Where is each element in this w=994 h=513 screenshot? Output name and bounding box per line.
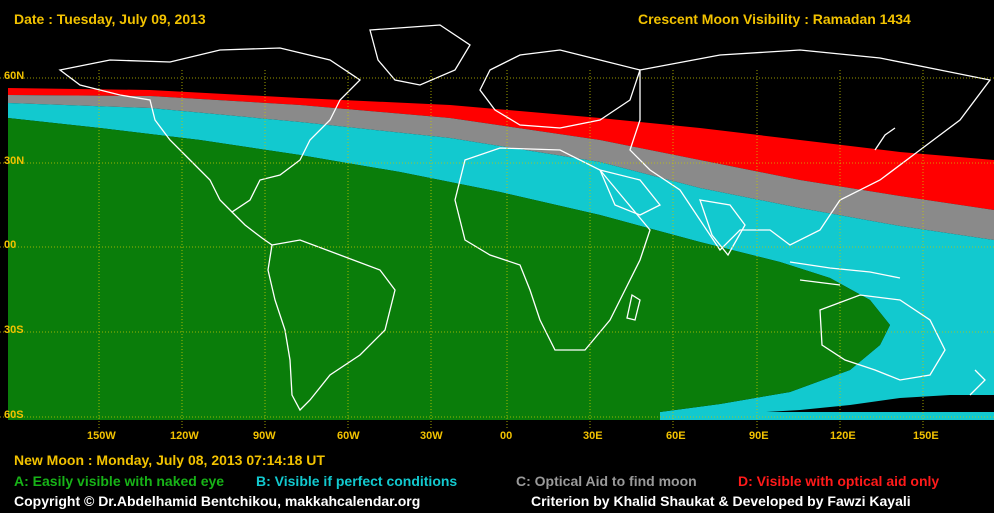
coastlines — [58, 24, 992, 412]
lon-label-60w: 60W — [337, 430, 360, 442]
india-outline — [699, 199, 746, 257]
asia-outline — [629, 49, 992, 252]
new-zealand-outline — [969, 369, 986, 396]
lat-label-30s: 30S — [4, 324, 24, 336]
japan-outline — [874, 127, 896, 151]
australia-outline — [819, 294, 946, 381]
lat-label-60n: 60N — [4, 70, 25, 82]
copyright-text: Copyright © Dr.Abdelhamid Bentchikou, ma… — [14, 493, 421, 509]
date-label: Date : Tuesday, July 09, 2013 — [14, 11, 206, 27]
lon-label-prime: 00 — [500, 430, 513, 442]
lon-label-60e: 60E — [666, 430, 686, 442]
new-moon-label: New Moon : Monday, July 08, 2013 07:14:1… — [14, 452, 325, 468]
zone-b-south-strip — [660, 412, 994, 420]
lon-label-120e: 120E — [830, 430, 856, 442]
madagascar-outline — [626, 293, 641, 321]
greenland-outline — [369, 24, 471, 86]
lon-label-30w: 30W — [420, 430, 443, 442]
indonesia-outline — [789, 261, 901, 286]
legend-c: C: Optical Aid to find moon — [516, 473, 697, 489]
zone-b-band — [8, 103, 994, 420]
visibility-zones — [8, 88, 994, 420]
arabia-outline — [598, 169, 662, 216]
zone-a-region — [8, 118, 890, 420]
lat-lon-grid — [0, 70, 994, 428]
lat-label-60s: 60S — [4, 409, 24, 421]
zone-d-band — [8, 88, 994, 210]
lon-label-150e: 150E — [913, 430, 939, 442]
europe-outline — [479, 49, 641, 129]
criterion-text: Criterion by Khalid Shaukat & Developed … — [531, 493, 911, 509]
lon-label-30e: 30E — [583, 430, 603, 442]
lat-label-equator: 00 — [4, 239, 17, 251]
legend-a: A: Easily visible with naked eye — [14, 473, 225, 489]
map-title: Crescent Moon Visibility : Ramadan 1434 — [638, 11, 911, 27]
lon-label-90e: 90E — [749, 430, 769, 442]
lon-label-150w: 150W — [87, 430, 116, 442]
south-america-outline — [267, 239, 396, 412]
legend-d: D: Visible with optical aid only — [738, 473, 940, 489]
lon-label-90w: 90W — [253, 430, 276, 442]
africa-outline — [454, 147, 651, 351]
north-america-outline — [58, 47, 362, 213]
central-america-outline — [231, 211, 273, 246]
legend-b: B: Visible if perfect conditions — [256, 473, 458, 489]
lon-label-120w: 120W — [170, 430, 199, 442]
lat-label-30n: 30N — [4, 155, 25, 167]
